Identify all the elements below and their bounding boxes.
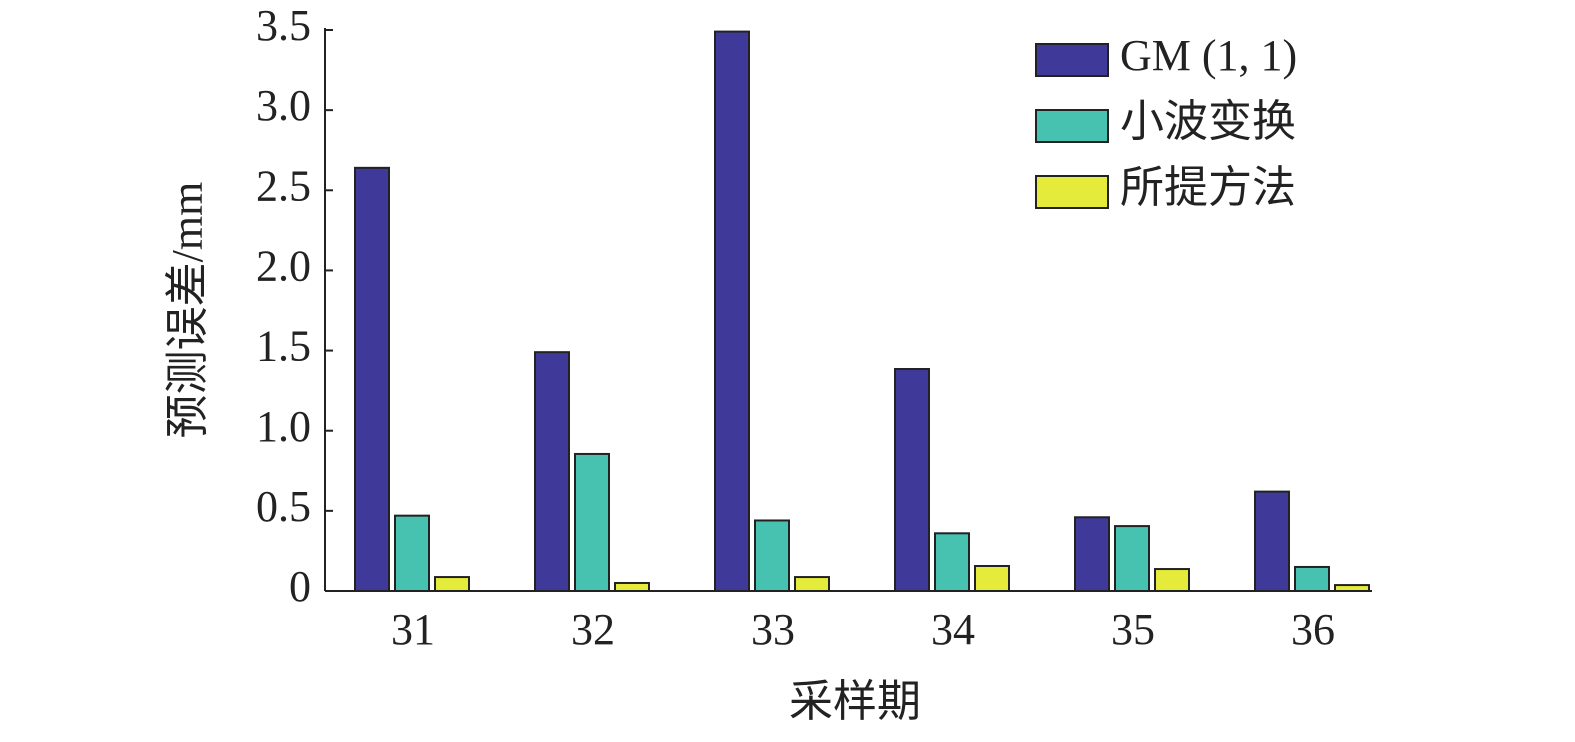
x-tick-label: 31 bbox=[391, 605, 435, 654]
x-tick-label: 36 bbox=[1291, 605, 1335, 654]
bar bbox=[1074, 516, 1110, 592]
y-tick-label: 1.0 bbox=[256, 402, 311, 451]
bar bbox=[1254, 490, 1290, 593]
bar bbox=[934, 532, 970, 592]
legend-swatch bbox=[1035, 109, 1109, 143]
legend-label: 小波变换 bbox=[1120, 97, 1296, 146]
bar bbox=[794, 576, 830, 592]
x-tick-label: 32 bbox=[571, 605, 615, 654]
y-tick-label: 3.5 bbox=[256, 1, 311, 50]
bar bbox=[894, 368, 930, 592]
x-tick-label: 33 bbox=[751, 605, 795, 654]
x-tick-label: 35 bbox=[1111, 605, 1155, 654]
x-axis-label: 采样期 bbox=[789, 677, 921, 726]
y-tick-label: 1.5 bbox=[256, 322, 311, 371]
y-tick-label: 2.0 bbox=[256, 242, 311, 291]
legend-label: 所提方法 bbox=[1120, 163, 1296, 212]
legend-swatch bbox=[1035, 43, 1109, 77]
y-tick-label: 0 bbox=[289, 562, 311, 611]
legend-swatch bbox=[1035, 175, 1109, 209]
bar bbox=[534, 351, 570, 592]
bar bbox=[614, 581, 650, 593]
bar bbox=[1294, 565, 1330, 593]
y-tick-label: 0.5 bbox=[256, 482, 311, 531]
bar bbox=[1154, 568, 1190, 592]
bar bbox=[754, 519, 790, 593]
bar bbox=[354, 166, 390, 593]
bar bbox=[1114, 525, 1150, 592]
x-tick-label: 34 bbox=[931, 605, 975, 654]
legend-label: GM (1, 1) bbox=[1120, 31, 1297, 80]
bar bbox=[974, 564, 1010, 592]
bar bbox=[574, 452, 610, 592]
y-tick-label: 3.0 bbox=[256, 81, 311, 130]
bar bbox=[394, 514, 430, 592]
bar bbox=[714, 30, 750, 593]
y-tick-label: 2.5 bbox=[256, 161, 311, 210]
bar bbox=[434, 576, 470, 592]
y-axis-label: 预测误差/mm bbox=[163, 182, 212, 439]
